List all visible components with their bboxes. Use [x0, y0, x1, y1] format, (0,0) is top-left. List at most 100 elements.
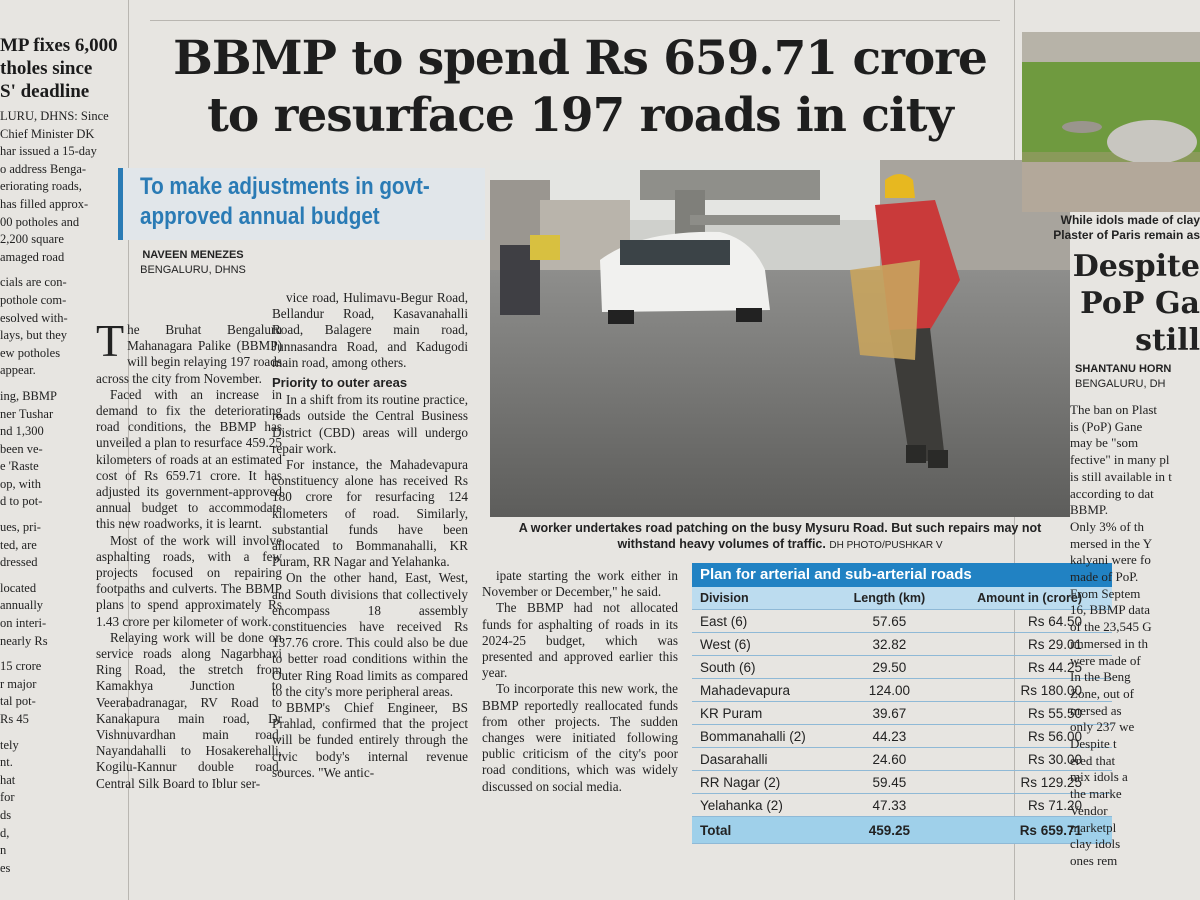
table-row: RR Nagar (2) 59.45 Rs 129.25 — [692, 770, 1112, 794]
table-cell: Mahadevapura — [692, 678, 838, 702]
text-line: In the Beng — [1070, 669, 1131, 685]
text-line: mix idols a — [1070, 769, 1128, 785]
table-cell: Yelahanka (2) — [692, 793, 838, 817]
article-column: The Bruhat Bengaluru Mahanagara Palike (… — [96, 322, 282, 894]
subheadline-box — [118, 168, 485, 240]
right-body: The ban on Plast is (PoP) Gane may be "som… — [1070, 402, 1200, 898]
text-line: hat — [0, 772, 16, 787]
table-cell: Length (km) — [837, 587, 942, 610]
table-cell: Rs 29.01 — [941, 632, 1112, 656]
paragraph: Relaying work will be done on service ro… — [96, 629, 282, 791]
text-line: ds — [0, 807, 12, 822]
text-line: To make adjustments in govt- — [140, 173, 430, 200]
headline: BBMP to spend Rs 659.71 crore to resurfac… — [150, 30, 1010, 144]
table-cell: Amount in (crore) — [941, 587, 1112, 610]
subheadline: To make adjustments in govt-approved ann… — [140, 172, 450, 232]
table-cell: Rs 71.20 — [941, 793, 1112, 817]
text-line: marketpl — [1070, 819, 1117, 835]
table-cell: Division — [692, 587, 838, 610]
byline: NAVEEN MENEZES BENGALURU, DHNS — [118, 248, 268, 278]
paragraph: The Bruhat Bengaluru Mahanagara Palike (… — [96, 322, 282, 386]
text-line: Despite t — [1070, 736, 1117, 752]
text-line: Chief Minister DK — [0, 126, 95, 141]
table-cell: Rs 129.25 — [941, 770, 1112, 794]
text-line: e 'Raste — [0, 459, 39, 474]
right-photo — [1022, 32, 1200, 212]
paragraph: On the other hand, East, West, and South… — [272, 570, 468, 699]
table-cell: West (6) — [692, 632, 838, 656]
text-line: mersed in the Y — [1070, 535, 1153, 551]
table-row: Total 459.25 Rs 659.71 — [692, 816, 1112, 844]
text-line: is still available in t — [1070, 468, 1172, 484]
text-line: Rs 45 — [0, 712, 29, 726]
left-headline: MP fixes 6,000 tholes since S' deadline — [0, 34, 122, 103]
paragraph: The BBMP had not allocated funds for asp… — [482, 600, 678, 681]
text-line: S' deadline — [0, 81, 90, 102]
text-line: The ban on Plast — [1070, 402, 1158, 417]
paragraph: LURU, DHNS: Since Chief Minister DK har is… — [0, 108, 120, 266]
text-line: ew potholes — [0, 345, 61, 360]
table-cell: Rs 55.50 — [941, 701, 1112, 725]
table-cell: KR Puram — [692, 701, 838, 725]
text-line: cials are con- — [0, 275, 67, 290]
text-line: ner Tushar — [0, 406, 54, 421]
right-photo-caption: While idols made of clay Plaster of Paris… — [1022, 213, 1200, 243]
paragraph: located annually on interi-nearly Rs — [0, 580, 120, 650]
text-line: ues, pri- — [0, 520, 41, 535]
table-cell: Rs 659.71 — [941, 816, 1112, 844]
text-line: according to dat — [1070, 485, 1154, 501]
text-line: 00 potholes and — [0, 214, 80, 229]
text-line: 16, BBMP data — [1070, 602, 1151, 618]
text-line: pothole com- — [0, 292, 67, 307]
text-line: only 237 we — [1070, 719, 1135, 735]
text-line: the marke — [1070, 786, 1122, 802]
table-row: Yelahanka (2) 47.33 Rs 71.20 — [692, 793, 1112, 817]
article-column: ipate starting the work either in Novemb… — [482, 568, 678, 878]
table-cell: 39.67 — [837, 701, 942, 725]
text-line: 15 crore — [0, 659, 42, 674]
article-photo — [490, 160, 1070, 517]
paragraph: cials are con-pothole com-esolved with-l… — [0, 274, 120, 380]
text-line: ted, are — [0, 537, 37, 552]
table-row: Mahadevapura 124.00 Rs 180.00 — [692, 678, 1112, 702]
table-cell: Total — [692, 816, 838, 844]
text-line: ing, BBMP — [0, 388, 57, 403]
text-line: esolved with- — [0, 310, 68, 325]
text-line: Plaster of Paris remain as — [1053, 228, 1200, 242]
text-line: op, with — [0, 476, 41, 491]
text-line: Only 3% of th — [1070, 518, 1145, 534]
text-line: BBMP. — [1070, 502, 1108, 518]
paragraph: For instance, the Mahadevapura constitue… — [272, 457, 468, 570]
text-line: dressed — [0, 555, 38, 570]
dateline: BENGALURU, DHNS — [140, 264, 246, 276]
text-line: nd 1,300 — [0, 424, 44, 439]
table-cell: Rs 44.25 — [941, 655, 1112, 679]
text-line: While idols made of clay — [1060, 213, 1200, 227]
section-heading: Priority to outer areas — [272, 375, 408, 391]
text-line: clay idols — [1070, 836, 1121, 852]
table-cell: 59.45 — [837, 770, 942, 794]
table-cell: 57.65 — [837, 609, 942, 633]
table-cell: 124.00 — [837, 678, 942, 702]
text-line: mersed as — [1070, 702, 1122, 718]
paragraph: To incorporate this new work, the BBMP r… — [482, 681, 678, 794]
table-row: South (6) 29.50 Rs 44.25 — [692, 655, 1112, 679]
right-byline: SHANTANU HORN BENGALURU, DH — [1075, 362, 1200, 392]
article-column: vice road, Hulimavu-Begur Road, Bellandu… — [272, 290, 468, 894]
author: NAVEEN MENEZES — [142, 249, 244, 261]
text-line: LURU, DHNS: Since — [0, 109, 109, 123]
text-line: eriorating roads, — [0, 179, 82, 194]
text-line: fective" in many pl — [1070, 452, 1170, 468]
left-body: LURU, DHNS: Since Chief Minister DK har is… — [0, 108, 120, 898]
text-line: been ve- — [0, 441, 43, 456]
table-cell: RR Nagar (2) — [692, 770, 838, 794]
text-line: BENGALURU, DH — [1075, 378, 1166, 390]
table-title: Plan for arterial and sub-arterial roads — [692, 563, 1112, 587]
text-line: ones rem — [1070, 852, 1118, 868]
text-line: has filled approx- — [0, 196, 89, 211]
text-line: d, — [0, 825, 10, 840]
table-cell: 24.60 — [837, 747, 942, 771]
text-line: amaged road — [0, 249, 65, 264]
text-line: SHANTANU HORN — [1075, 363, 1172, 375]
caption-text: A worker undertakes road patching on the… — [518, 521, 1042, 551]
